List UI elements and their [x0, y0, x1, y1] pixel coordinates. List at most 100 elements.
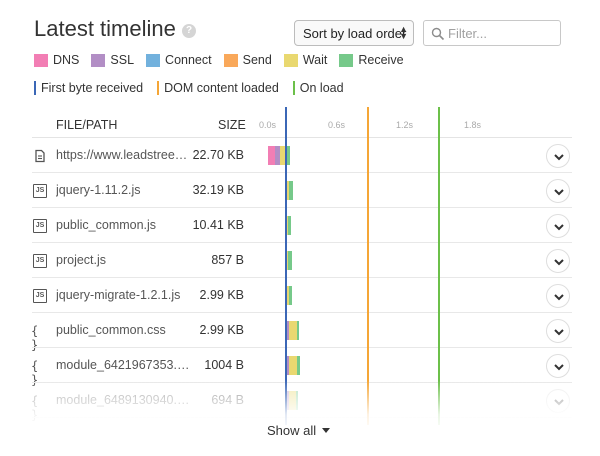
bar-segment-ssl — [286, 356, 289, 375]
row-divider — [32, 242, 572, 243]
legend-swatch — [223, 53, 238, 67]
filter-input[interactable] — [448, 24, 556, 42]
chevron-down-icon — [554, 294, 564, 301]
bar-segment-wait — [289, 356, 297, 375]
legend-label: Receive — [358, 53, 404, 67]
help-icon[interactable]: ? — [182, 24, 196, 38]
sort-select[interactable]: Sort by load order ▲ ▼ — [294, 20, 414, 46]
row-divider — [32, 277, 572, 278]
bar-segment-ssl — [275, 146, 280, 165]
legend-item-send: Send — [223, 52, 272, 68]
bar-segment-receive — [297, 356, 300, 375]
js-file-icon: JS — [33, 289, 47, 303]
expand-row-button[interactable] — [546, 319, 570, 343]
marker-swatch — [292, 81, 295, 95]
marker-label: DOM content loaded — [164, 81, 279, 95]
header-divider — [32, 137, 572, 138]
marker-label: First byte received — [41, 81, 144, 95]
js-file-icon: JS — [33, 184, 47, 198]
file-path-header[interactable]: FILE/PATH — [56, 118, 118, 132]
bar-segment-receive — [286, 146, 290, 165]
bar-segment-receive — [297, 321, 299, 340]
chevron-down-icon — [554, 364, 564, 371]
table-row[interactable]: { } public_common.css 2.99 KB — [0, 313, 600, 352]
file-size: 2.99 KB — [199, 288, 244, 302]
bar-segment-wait — [286, 216, 288, 235]
legend-label: SSL — [110, 53, 135, 67]
table-row[interactable]: JS jquery-migrate-1.2.1.js 2.99 KB — [0, 278, 600, 313]
file-path[interactable]: module_6421967353.… — [56, 358, 190, 372]
file-size: 22.70 KB — [192, 148, 244, 162]
legend-swatch — [91, 53, 106, 67]
legend-item-ssl: SSL — [91, 52, 134, 68]
document-icon — [35, 149, 45, 163]
bar-segment-wait — [289, 321, 297, 340]
table-row[interactable]: https://www.leadstree… 22.70 KB — [0, 138, 600, 173]
chevron-down-icon — [554, 189, 564, 196]
legend-label: DNS — [53, 53, 80, 67]
row-divider — [32, 172, 572, 173]
bar-segment-wait — [286, 286, 289, 305]
size-header[interactable]: SIZE — [218, 118, 246, 132]
expand-row-button[interactable] — [546, 249, 570, 273]
file-size: 857 B — [211, 253, 244, 267]
bar-segment-receive — [288, 216, 291, 235]
timeline-tick: 1.8s — [464, 120, 482, 130]
legend-item-dns: DNS — [34, 52, 79, 68]
file-path[interactable]: jquery-migrate-1.2.1.js — [56, 288, 181, 302]
search-icon — [431, 27, 445, 41]
timeline-tick: 0.6s — [328, 120, 346, 130]
expand-row-button[interactable] — [546, 144, 570, 168]
file-size: 10.41 KB — [192, 218, 244, 232]
bar-segment-receive — [288, 251, 292, 270]
legend-item-receive: Receive — [339, 52, 404, 68]
legend-swatch — [146, 53, 161, 67]
chevron-down-icon — [554, 329, 564, 336]
legend-label: Send — [242, 53, 272, 67]
filter-box[interactable] — [423, 20, 561, 46]
file-path[interactable]: jquery-1.11.2.js — [56, 183, 141, 197]
chevron-down-icon — [554, 154, 564, 161]
expand-row-button[interactable] — [546, 354, 570, 378]
css-file-icon: { } — [31, 359, 39, 387]
legend-item-connect: Connect — [146, 52, 212, 68]
legend-item-wait: Wait — [283, 52, 328, 68]
bar-segment-ssl — [286, 321, 289, 340]
css-file-icon: { } — [31, 324, 39, 352]
file-path[interactable]: public_common.css — [56, 323, 166, 337]
file-size: 32.19 KB — [192, 183, 244, 197]
expand-row-button[interactable] — [546, 214, 570, 238]
legend-swatch — [34, 53, 48, 67]
marker-swatch — [157, 81, 160, 95]
chevron-down-icon — [554, 259, 564, 266]
table-row[interactable]: { } module_6421967353.… 1004 B — [0, 348, 600, 387]
bar-segment-receive — [289, 181, 293, 200]
marker-legend: First byte received DOM content loaded On … — [34, 80, 358, 96]
marker-swatch — [34, 81, 36, 95]
expand-row-button[interactable] — [546, 284, 570, 308]
marker-legend-item: First byte received — [34, 80, 143, 96]
row-divider — [32, 312, 572, 313]
chevron-down-icon — [554, 224, 564, 231]
file-size: 2.99 KB — [199, 323, 244, 337]
table-row[interactable]: JS jquery-1.11.2.js 32.19 KB — [0, 173, 600, 208]
bar-segment-receive — [289, 286, 292, 305]
legend-label: Wait — [302, 53, 328, 67]
legend-swatch — [283, 53, 298, 67]
expand-row-button[interactable] — [546, 179, 570, 203]
file-path[interactable]: project.js — [56, 253, 107, 267]
file-path[interactable]: public_common.js — [56, 218, 157, 232]
table-row[interactable]: JS public_common.js 10.41 KB — [0, 208, 600, 243]
table-row[interactable]: JS project.js 857 B — [0, 243, 600, 278]
show-all-button[interactable]: Show all — [267, 423, 331, 438]
marker-legend-item: DOM content loaded — [157, 80, 279, 96]
show-all-label: Show all — [267, 423, 317, 438]
legend-label: Connect — [165, 53, 212, 67]
phase-legend: DNS SSL Connect Send Wait Receive — [34, 52, 416, 68]
caret-down-icon — [322, 428, 331, 433]
sort-arrows-icon: ▲ ▼ — [399, 24, 408, 41]
file-path[interactable]: https://www.leadstree… — [56, 148, 188, 162]
list-fade — [0, 380, 600, 456]
bar-segment-wait — [286, 181, 289, 200]
js-file-icon: JS — [33, 254, 47, 268]
